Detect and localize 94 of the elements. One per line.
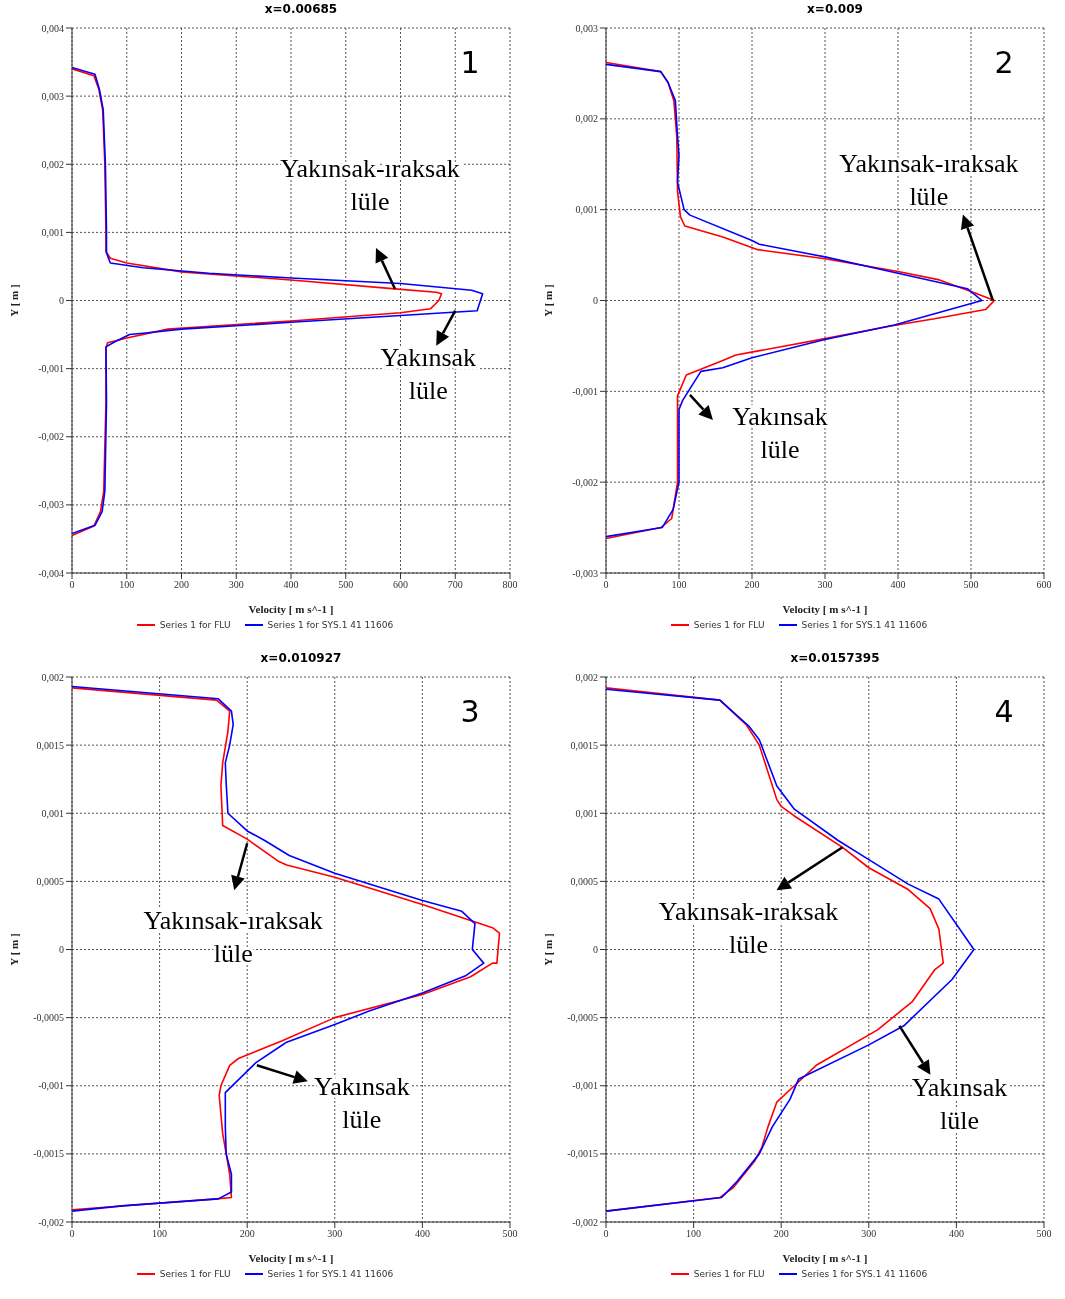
y-tick-label: 0,0015 [570,739,598,751]
x-tick-label: 300 [861,1228,877,1240]
y-tick-label: 0 [59,295,64,307]
y-axis-title: Y [ m ] [541,933,554,966]
y-axis-title: Y [ m ] [541,284,554,317]
y-tick-label: -0,001 [572,385,598,397]
y-tick-label: 0,002 [41,158,64,170]
x-axis-title: Velocity [ m s^-1 ] [248,1252,334,1264]
y-tick-label: -0,0005 [33,1012,64,1024]
x-tick-label: 0 [603,579,609,591]
x-tick-label: 700 [447,579,463,591]
legend-label: Series 1 for SYS.1 41 11606 [800,620,928,630]
y-tick-label: 0 [593,295,598,307]
annotation: 4 [994,694,1014,729]
y-tick-label: 0,002 [575,113,598,125]
x-axis-title: Velocity [ m s^-1 ] [782,1252,868,1264]
y-tick-label: -0,001 [38,363,64,375]
annotation: Yakınsak-ıraksak lüle [143,905,323,968]
y-tick-label: 0,003 [41,90,64,102]
x-tick-label: 500 [963,579,979,591]
x-axis-title: Velocity [ m s^-1 ] [248,603,334,615]
annotation: Yakınsak-ıraksak lüle [839,148,1019,211]
y-tick-label: -0,001 [572,1080,598,1092]
x-axis-title: Velocity [ m s^-1 ] [782,603,868,615]
legend-label: Series 1 for SYS.1 41 11606 [800,1269,928,1279]
annotation: Yakınsak lüle [911,1073,1008,1136]
x-tick-label: 300 [228,579,244,591]
y-tick-label: -0,0005 [567,1012,598,1024]
x-tick-label: 0 [69,579,75,591]
x-tick-label: 400 [283,579,299,591]
y-tick-label: 0,001 [575,807,598,819]
y-tick-label: 0,0005 [570,875,598,887]
y-tick-label: 0,001 [41,226,64,238]
y-tick-label: 0,0015 [36,739,64,751]
y-axis-title: Y [ m ] [7,284,20,317]
y-tick-label: 0,0005 [36,875,64,887]
legend-label: Series 1 for FLU [158,620,231,630]
annotation: 3 [460,694,480,729]
x-tick-label: 300 [817,579,833,591]
x-tick-label: 0 [603,1228,609,1240]
legend-label: Series 1 for FLU [692,1269,765,1279]
x-tick-label: 100 [119,579,135,591]
y-tick-label: -0,002 [38,431,64,443]
x-tick-label: 400 [414,1228,430,1240]
y-tick-label: -0,004 [38,567,64,579]
x-tick-label: 0 [69,1228,75,1240]
y-axis-title: Y [ m ] [7,933,20,966]
x-tick-label: 300 [327,1228,343,1240]
x-tick-label: 400 [948,1228,964,1240]
legend-label: Series 1 for SYS.1 41 11606 [266,620,394,630]
x-tick-label: 100 [686,1228,702,1240]
y-tick-label: 0,003 [575,22,598,34]
chart-title: x=0.0157395 [789,650,881,667]
x-tick-label: 600 [1036,579,1052,591]
annotation: 1 [460,45,480,80]
legend-label: Series 1 for FLU [158,1269,231,1279]
x-tick-label: 500 [1036,1228,1052,1240]
annotation: Yakınsak-ıraksak lüle [658,896,839,959]
y-tick-label: 0,004 [41,22,64,34]
y-tick-label: -0,002 [572,1216,598,1228]
legend-label: Series 1 for SYS.1 41 11606 [266,1269,394,1279]
annotation: 2 [994,45,1014,80]
y-tick-label: -0,002 [572,476,598,488]
annotation: Yakınsak lüle [314,1071,410,1134]
legend-label: Series 1 for FLU [692,620,765,630]
x-tick-label: 800 [502,579,518,591]
x-tick-label: 100 [671,579,687,591]
x-tick-label: 200 [174,579,189,591]
y-tick-label: -0,003 [38,499,64,511]
x-tick-label: 600 [393,579,408,591]
y-tick-label: 0,002 [41,671,64,683]
x-tick-label: 500 [502,1228,518,1240]
chart-title: x=0.00685 [263,1,339,18]
y-tick-label: 0,001 [41,807,64,819]
y-tick-label: -0,003 [572,567,598,579]
y-tick-label: 0,001 [575,204,598,216]
chart-title: x=0.010927 [259,650,343,667]
y-tick-label: 0,002 [575,671,598,683]
annotation: Yakınsak lüle [380,343,477,406]
x-tick-label: 500 [338,579,354,591]
y-tick-label: -0,0015 [33,1148,64,1160]
y-tick-label: 0 [59,944,64,956]
x-tick-label: 200 [744,579,760,591]
y-tick-label: -0,002 [38,1216,64,1228]
annotation: Yakınsak lüle [732,402,828,465]
x-tick-label: 100 [152,1228,168,1240]
x-tick-label: 400 [890,579,906,591]
x-tick-label: 200 [239,1228,255,1240]
chart-title: x=0.009 [806,1,864,18]
y-tick-label: -0,001 [38,1080,64,1092]
annotation: Yakınsak-ıraksak lüle [280,154,460,217]
y-tick-label: 0 [593,944,598,956]
y-tick-label: -0,0015 [567,1148,598,1160]
x-tick-label: 200 [773,1228,789,1240]
